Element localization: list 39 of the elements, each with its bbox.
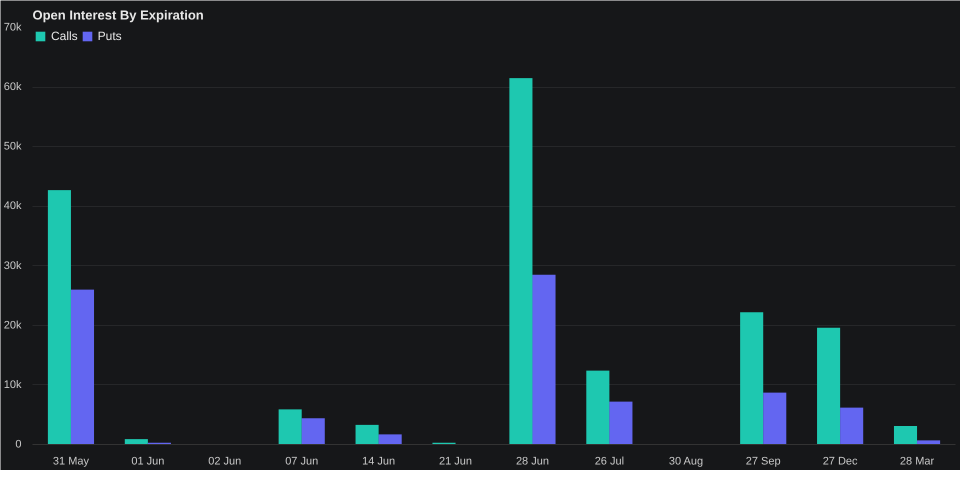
bar [378,434,402,444]
legend-label: Calls [51,29,78,43]
x-tick-label: 14 Jun [362,456,396,468]
bar [124,439,148,444]
x-tick-label: 30 Aug [668,456,704,468]
bar [278,409,302,444]
bar [302,418,325,444]
y-tick-label: 70k [4,22,22,34]
bar [763,392,786,444]
bar [740,312,764,444]
x-tick-label: 28 Mar [900,456,934,468]
bar [840,408,864,444]
x-tick-label: 27 Sep [746,456,781,468]
legend-label: Puts [98,29,122,43]
y-tick-label: 20k [4,319,22,332]
y-tick-label: 30k [4,260,22,272]
chart-title: Open Interest By Expiration [32,8,204,22]
bar [509,78,532,444]
x-tick-label: 27 Dec [822,456,858,468]
bar [70,290,94,444]
x-tick-label: 26 Jul [594,456,624,468]
x-tick-label: 31 May [52,456,90,468]
y-tick-label: 50k [4,140,22,153]
bar [48,190,71,444]
x-tick-label: 28 Jun [516,456,549,468]
bar [532,274,556,444]
bar [817,328,840,444]
y-tick-label: 60k [4,81,22,94]
bar [586,370,610,444]
y-tick-label: 10k [4,378,22,391]
y-tick-label: 0 [15,438,22,450]
y-tick-label: 40k [4,200,22,212]
bar [609,402,632,444]
x-tick-label: 01 Jun [131,456,164,468]
bar [894,426,918,444]
x-tick-label: 07 Jun [285,456,318,468]
x-tick-label: 02 Jun [208,456,242,468]
bar [356,424,379,444]
x-tick-label: 21 Jun [439,456,472,468]
